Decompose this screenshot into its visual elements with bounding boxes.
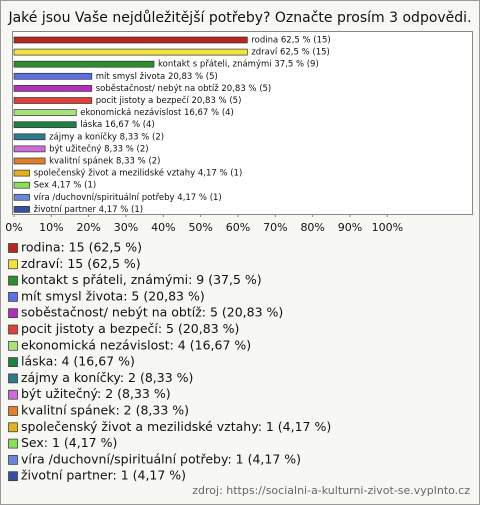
bar <box>13 36 248 44</box>
bar <box>13 85 93 92</box>
bar <box>13 97 93 104</box>
legend-swatch <box>8 357 18 367</box>
bar <box>13 145 46 153</box>
legend-label: soběstačnost/ nebýt na obtíž: 5 (20,83 %… <box>21 305 283 320</box>
legend-swatch <box>8 455 18 465</box>
data-label: mít smysl života 20,83 % (5) <box>96 72 218 82</box>
x-tick-label: 20% <box>76 221 100 234</box>
legend-label: víra /duchovní/spirituální potřeby: 1 (4… <box>21 451 301 466</box>
legend-swatch <box>8 308 18 319</box>
bar <box>13 121 77 129</box>
legend-swatch <box>8 340 18 351</box>
x-tick-label: 60% <box>226 221 250 234</box>
legend-label: životní partner: 1 (4,17 %) <box>21 468 186 483</box>
legend-swatch <box>8 438 18 449</box>
data-label: kvalitní spánek 8,33 % (2) <box>49 157 160 167</box>
data-label: víra /duchovní/spirituální potřeby 4,17 … <box>34 193 222 203</box>
data-label: zdraví 62,5 % (15) <box>251 48 330 58</box>
data-label: Sex 4,17 % (1) <box>34 181 97 191</box>
data-label: životní partner 4,17 % (1) <box>34 205 144 215</box>
legend-label: být užitečný: 2 (8,33 %) <box>21 386 171 401</box>
source: zdroj: https://socialni-a-kulturni-zivot… <box>192 484 470 497</box>
x-tick-label: 90% <box>338 221 362 234</box>
legend-label: rodina: 15 (62,5 %) <box>21 240 142 255</box>
legend-swatch <box>8 275 18 286</box>
bar <box>13 133 46 141</box>
legend-label: mít smysl života: 5 (20,83 %) <box>21 288 205 303</box>
data-label: soběstačnost/ nebýt na obtíž 20,83 % (5) <box>96 83 271 94</box>
bar <box>13 193 30 201</box>
bar <box>13 72 93 80</box>
legend-swatch <box>8 406 18 416</box>
x-tick-label: 0% <box>5 221 22 234</box>
legend-swatch <box>8 422 18 433</box>
legend-label: zájmy a koníčky: 2 (8,33 %) <box>21 370 193 385</box>
data-label: rodina 62,5 % (15) <box>251 36 330 46</box>
x-tick-label: 100% <box>372 221 403 234</box>
legend-label: láska: 4 (16,67 %) <box>21 354 135 369</box>
x-tick-label: 40% <box>151 221 175 234</box>
legend-swatch <box>8 259 18 270</box>
legend-label: zdraví: 15 (62,5 %) <box>21 256 141 271</box>
bar <box>13 60 155 68</box>
legend-swatch <box>8 324 18 335</box>
bar <box>13 206 30 213</box>
data-label: kontakt s přáteli, známými 37,5 % (9) <box>158 60 319 70</box>
data-label: zájmy a koníčky 8,33 % (2) <box>49 131 164 142</box>
legend-label: pocit jistoty a bezpečí: 5 (20,83 %) <box>21 321 239 336</box>
data-label: láska 16,67 % (4) <box>80 120 155 130</box>
x-tick-label: 50% <box>188 221 212 234</box>
legend-swatch <box>8 389 18 400</box>
legend-label: ekonomická nezávislost: 4 (16,67 %) <box>21 337 251 352</box>
bar <box>13 109 77 116</box>
bar <box>13 181 30 189</box>
bar <box>13 157 46 165</box>
bar <box>13 48 248 56</box>
legend-label: společenský život a mezilidské vztahy: 1… <box>21 419 331 434</box>
x-tick-label: 30% <box>114 221 138 234</box>
chart-title: Jaké jsou Vaše nejdůležitější potřeby? O… <box>7 10 471 26</box>
x-tick-label: 70% <box>263 221 287 234</box>
data-label: společenský život a mezilidské vztahy 4,… <box>34 168 243 179</box>
legend-label: Sex: 1 (4,17 %) <box>21 435 117 450</box>
legend-swatch <box>8 373 18 384</box>
data-label: ekonomická nezávislost 16,67 % (4) <box>80 108 234 118</box>
legend-swatch <box>8 471 18 482</box>
legend-swatch <box>8 292 18 302</box>
x-tick-label: 80% <box>300 221 324 234</box>
legend-swatch <box>8 243 18 253</box>
legend-label: kontakt s přáteli, známými: 9 (37,5 %) <box>21 272 262 287</box>
data-label: být užitečný 8,33 % (2) <box>49 143 148 154</box>
bar <box>13 169 30 177</box>
x-tick-label: 10% <box>39 221 63 234</box>
legend-label: kvalitní spánek: 2 (8,33 %) <box>21 403 189 418</box>
data-label: pocit jistoty a bezpečí 20,83 % (5) <box>96 95 242 106</box>
